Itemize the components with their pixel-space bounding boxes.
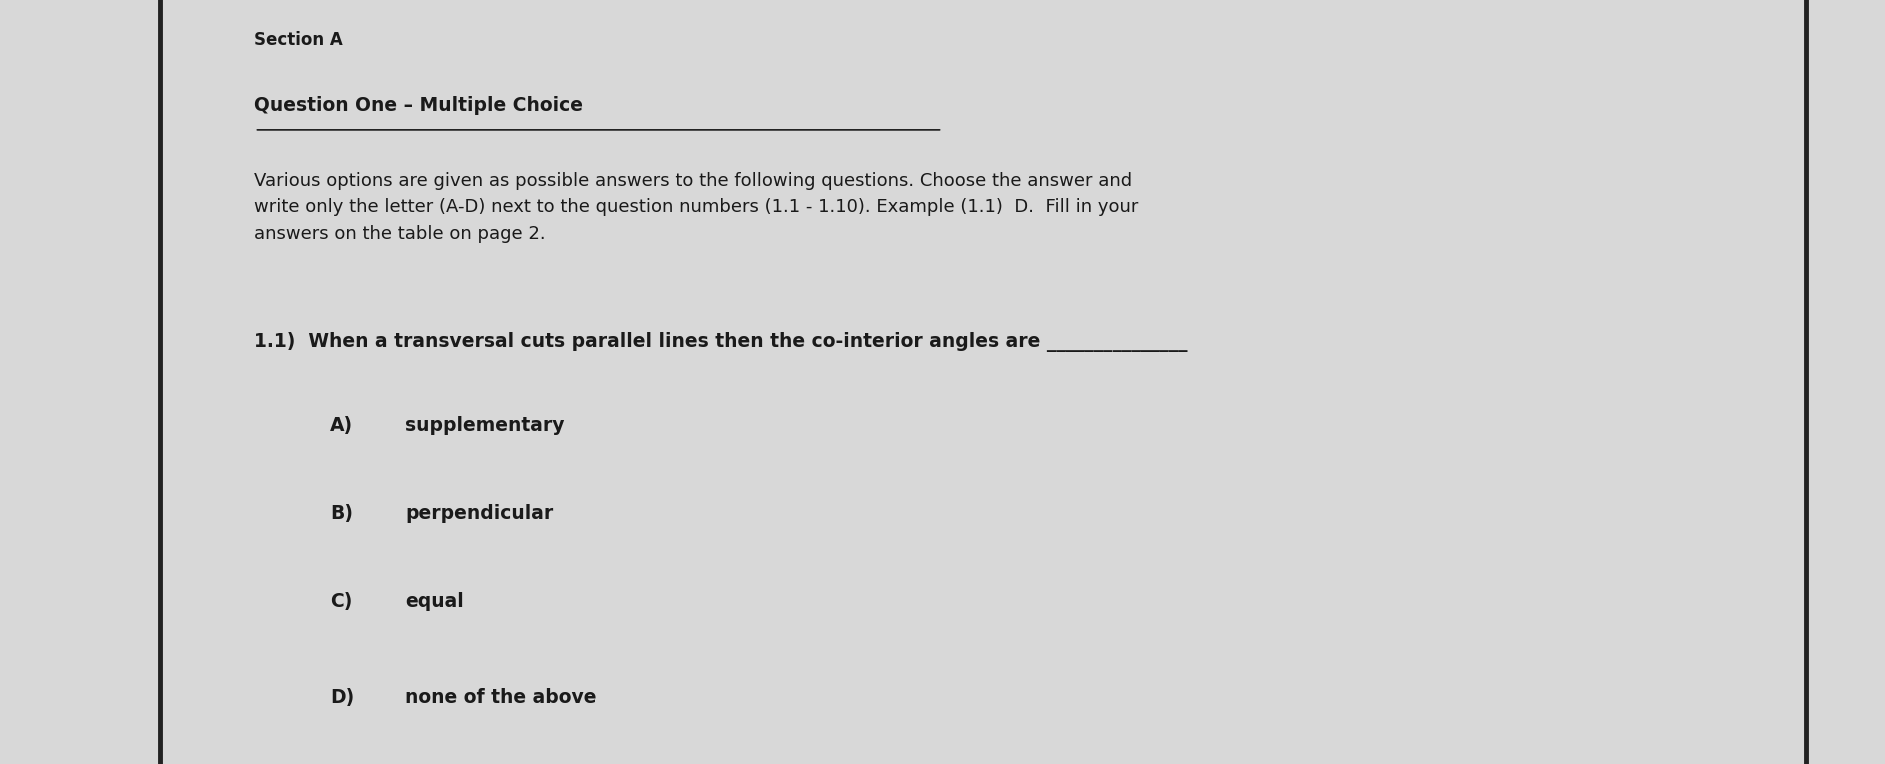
Text: A): A) bbox=[330, 416, 352, 435]
Text: supplementary: supplementary bbox=[405, 416, 566, 435]
Text: none of the above: none of the above bbox=[405, 688, 598, 707]
Text: 1.1)  When a transversal cuts parallel lines then the co-interior angles are ___: 1.1) When a transversal cuts parallel li… bbox=[254, 332, 1188, 352]
Text: D): D) bbox=[330, 688, 354, 707]
Text: Various options are given as possible answers to the following questions. Choose: Various options are given as possible an… bbox=[254, 172, 1139, 243]
Text: perpendicular: perpendicular bbox=[405, 504, 554, 523]
Text: Section A: Section A bbox=[254, 31, 343, 49]
Text: C): C) bbox=[330, 592, 352, 611]
Text: equal: equal bbox=[405, 592, 464, 611]
Text: B): B) bbox=[330, 504, 352, 523]
Text: Question One – Multiple Choice: Question One – Multiple Choice bbox=[254, 96, 584, 115]
